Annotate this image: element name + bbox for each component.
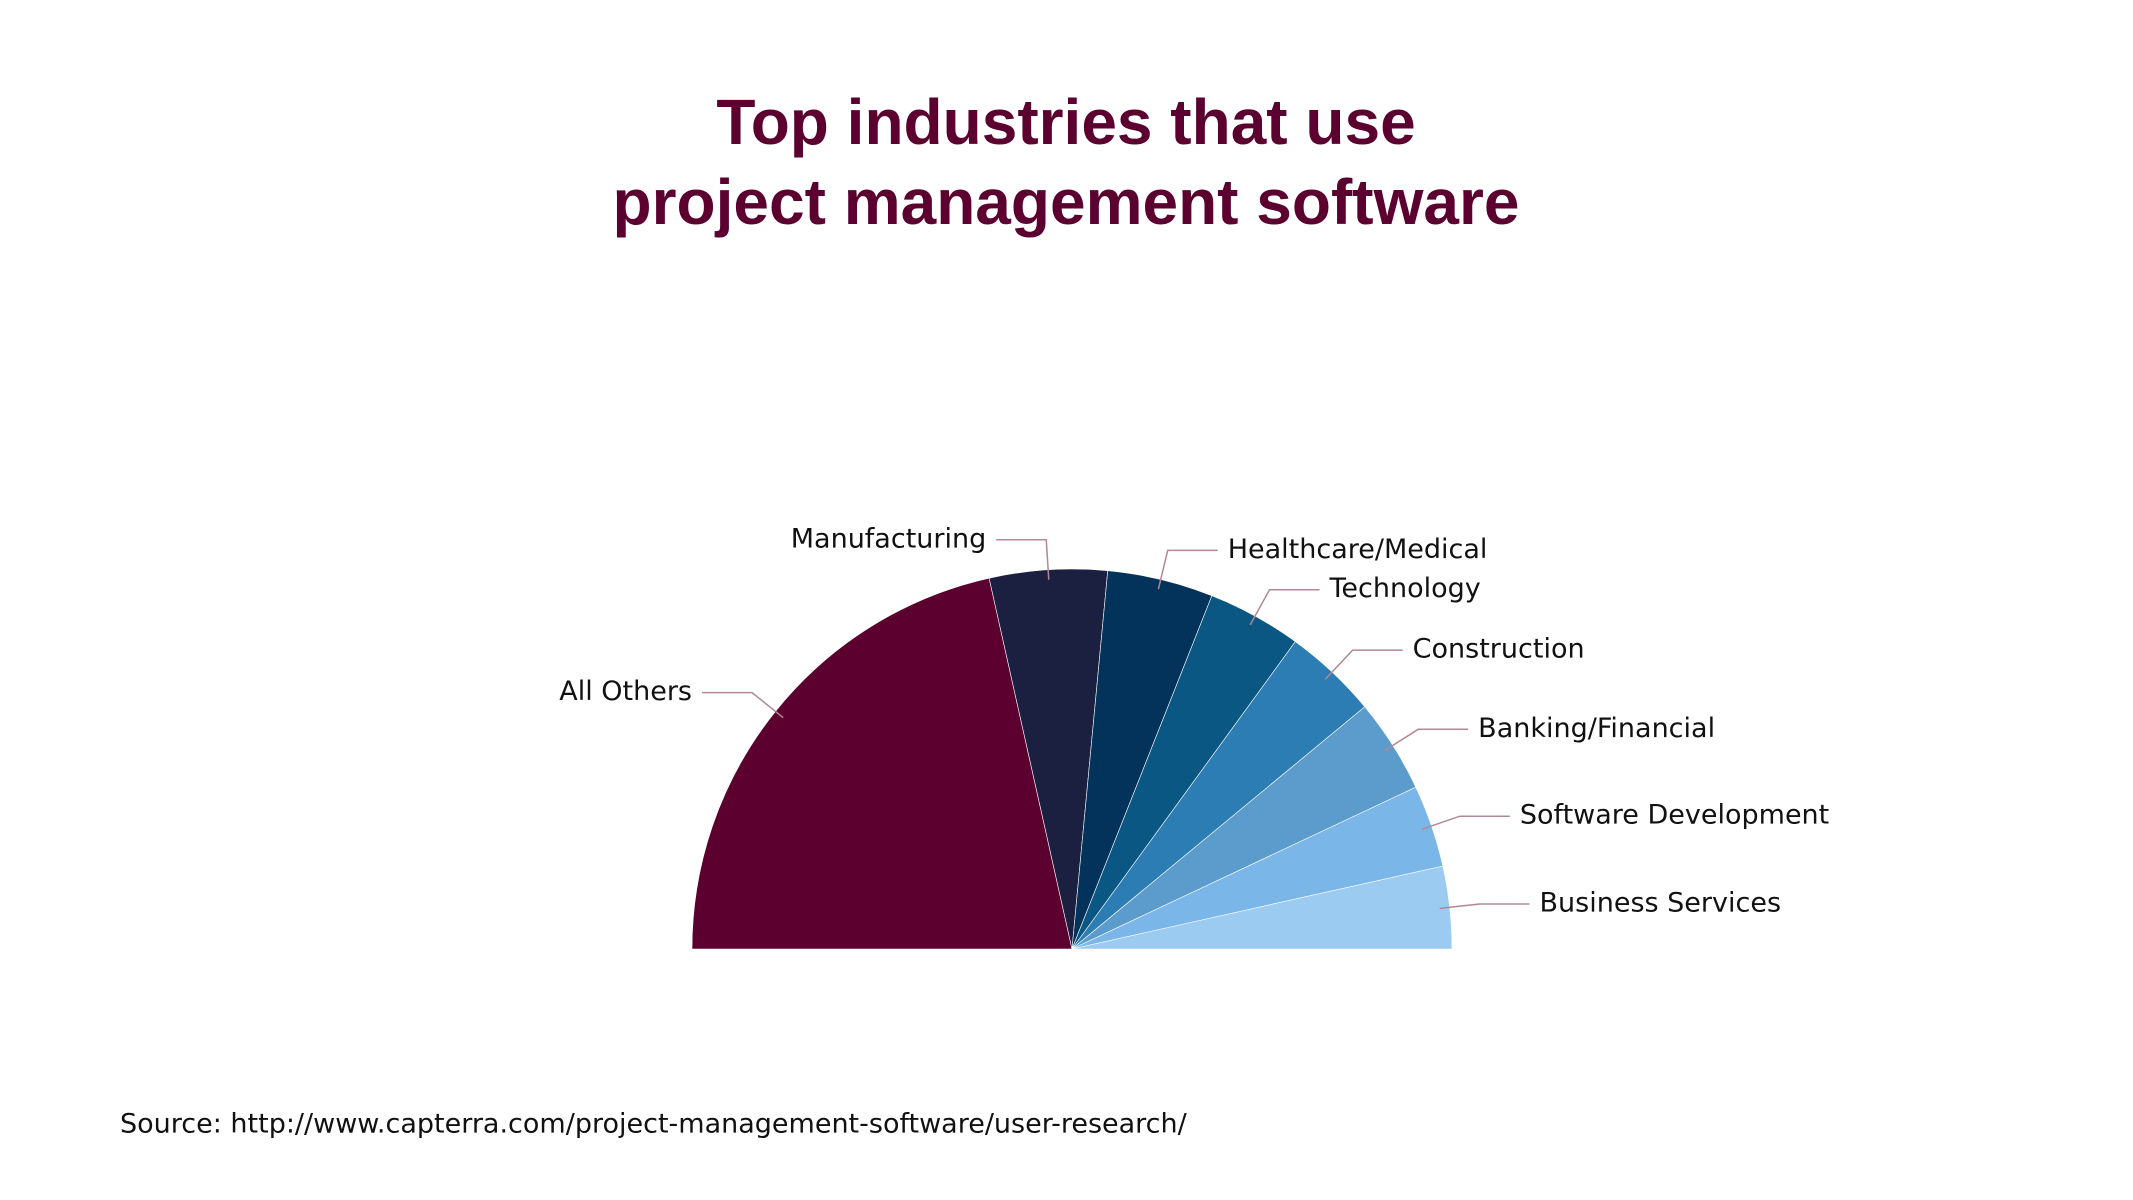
slice-label: Healthcare/Medical (1228, 534, 1488, 565)
leader-line (996, 539, 1050, 580)
slice-label: Technology (1329, 573, 1481, 604)
leader-line (1249, 588, 1320, 626)
slice-label: Software Development (1520, 800, 1829, 831)
leader-line (1421, 815, 1510, 830)
leader-line (1383, 728, 1469, 752)
leader-line (1324, 649, 1403, 680)
leader-line (1439, 903, 1530, 910)
slice-label: Banking/Financial (1478, 713, 1715, 744)
slice-label: Manufacturing (791, 523, 987, 554)
slice-label: Business Services (1540, 888, 1782, 919)
slice-label: All Others (559, 676, 692, 707)
chart-title: Top industries that use project managemen… (613, 86, 1520, 238)
leader-line (1157, 549, 1218, 590)
slice-label: Construction (1413, 634, 1585, 665)
source: Source: http://www.capterra.com/project-… (120, 1109, 1188, 1140)
leader-line (702, 691, 784, 719)
